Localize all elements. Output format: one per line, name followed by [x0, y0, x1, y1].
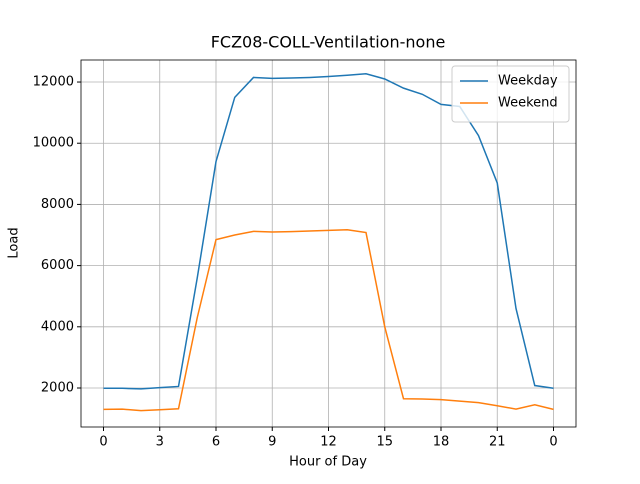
legend-label: Weekend	[498, 96, 558, 111]
chart-title: FCZ08-COLL-Ventilation-none	[211, 33, 446, 52]
x-tick-label: 21	[489, 435, 506, 450]
y-tick-label: 6000	[41, 258, 74, 273]
plot-layer	[103, 73, 554, 412]
x-tick-label: 15	[376, 435, 393, 450]
y-tick-label: 12000	[33, 75, 74, 90]
series-line	[103, 73, 554, 390]
x-tick-label: 0	[549, 435, 557, 450]
y-tick-label: 10000	[33, 136, 74, 151]
y-tick-label: 8000	[41, 197, 74, 212]
x-tick-label: 9	[268, 435, 276, 450]
x-tick-label: 0	[99, 435, 107, 450]
x-tick-label: 3	[156, 435, 164, 450]
legend-box	[451, 65, 570, 123]
legend: Weekday Weekend	[451, 65, 570, 123]
y-tick-label: 2000	[41, 380, 74, 395]
legend-label: Weekday	[498, 74, 558, 89]
y-axis-label: Load	[7, 227, 22, 258]
x-tick-label: 6	[212, 435, 220, 450]
series-line	[103, 229, 554, 412]
x-tick-label: 12	[320, 435, 337, 450]
x-axis-label: Hour of Day	[289, 455, 367, 470]
x-tick-label: 18	[433, 435, 450, 450]
y-tick-label: 4000	[41, 319, 74, 334]
